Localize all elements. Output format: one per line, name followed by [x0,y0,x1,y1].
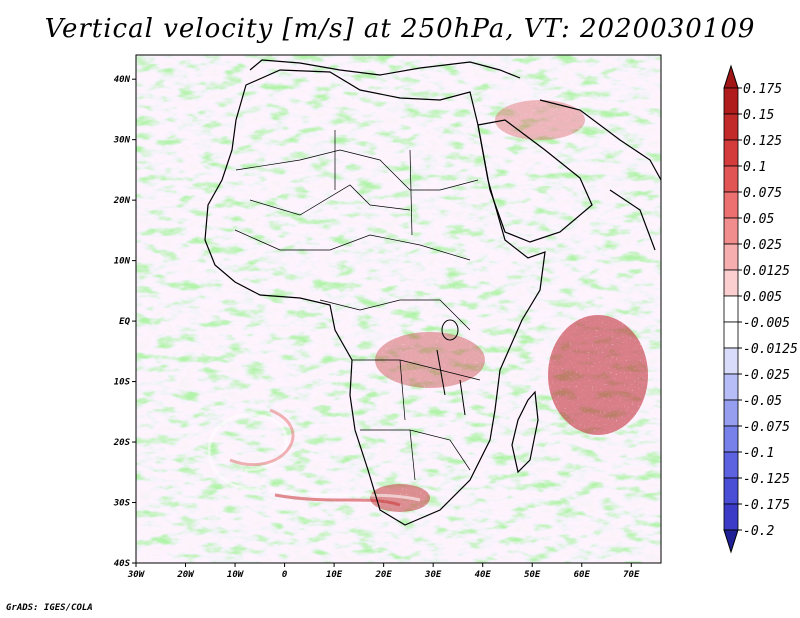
colorbar-segment [723,425,739,453]
lon-tick-label: 50E [524,570,541,580]
chart-title: Vertical velocity [m/s] at 250hPa, VT: 2… [44,14,756,44]
lon-tick-label: 0 [282,570,288,580]
colorbar-label: 0.025 [743,238,782,253]
lon-tick-label: 20E [375,570,393,580]
africa-coastline [204,69,546,526]
vertical-velocity-field [136,55,661,563]
colorbar-segment [723,217,739,245]
colorbar-segment [723,373,739,401]
asia-coastline [539,99,661,251]
lat-tick-label: 20N [113,196,131,206]
colorbar: 0.175 0.15 0.125 0.1 0.075 0.05 0.025 0.0125 0.0… [723,64,798,554]
lat-tick-label: 10S [114,378,131,388]
colorbar-segment [723,347,739,375]
lat-tick-label: 30S [113,499,131,509]
colorbar-label: -0.2 [743,524,774,539]
lon-tick-label: 30W [127,570,146,580]
colorbar-label: 0.175 [743,82,782,97]
colorbar-segment [723,165,739,193]
credit-label: GrADS: IGES/COLA [6,603,93,613]
colorbar-segment [723,399,739,427]
lat-tick-label: 10N [114,257,131,267]
colorbar-segment [723,113,739,141]
colorbar-label: -0.175 [743,498,790,513]
colorbar-label: -0.0125 [743,342,798,357]
colorbar-label: -0.025 [743,368,790,383]
longitude-axis: 30W 20W 10W 0 10E 20E 30E 40E 50E 60E 70E [127,563,640,580]
lon-tick-label: 40E [475,570,492,580]
lat-tick-label: 40N [114,75,131,85]
colorbar-segment [723,269,739,297]
europe-coastline [249,59,521,79]
colorbar-segment [723,295,739,323]
colorbar-segment [723,87,739,115]
lon-tick-label: 70E [623,570,640,580]
madagascar-coastline [511,390,539,474]
colorbar-label: -0.1 [743,446,774,461]
colorbar-label: 0.005 [743,290,782,305]
colorbar-top-arrow [723,64,739,89]
colorbar-segment [723,477,739,505]
lon-tick-label: 10E [326,570,343,580]
colorbar-label: -0.005 [743,316,790,331]
colorbar-segment [723,451,739,479]
colorbar-label: 0.1 [743,160,766,175]
colorbar-label: -0.075 [743,420,790,435]
lat-tick-label: EQ [119,317,130,327]
colorbar-label: -0.05 [743,394,782,409]
latitude-axis: 40N 30N 20N 10N EQ 10S 20S 30S 40S [113,75,136,569]
colorbar-label: -0.125 [743,472,790,487]
colorbar-segment [723,139,739,167]
colorbar-segment [723,503,739,531]
colorbar-bottom-arrow [723,529,739,554]
lon-tick-label: 20W [176,570,195,580]
lat-tick-label: 20S [113,438,131,448]
colorbar-label: 0.075 [743,186,782,201]
lon-tick-label: 30E [424,570,442,580]
coastlines [204,59,661,526]
colorbar-segment [723,191,739,219]
lake-outlines [436,319,466,416]
colorbar-segment [723,243,739,271]
arabia-coastline [477,119,593,243]
colorbar-label: 0.05 [743,212,774,227]
colorbar-label: 0.125 [743,134,782,149]
lat-tick-label: 40S [114,559,131,569]
colorbar-label: 0.0125 [743,264,790,279]
colorbar-segment [723,321,739,349]
country-borders [234,130,481,481]
lat-tick-label: 30N [113,136,131,146]
plot-frame [135,54,662,564]
lon-tick-label: 60E [574,570,591,580]
lon-tick-label: 10W [227,570,245,580]
colorbar-label: 0.15 [743,108,774,123]
